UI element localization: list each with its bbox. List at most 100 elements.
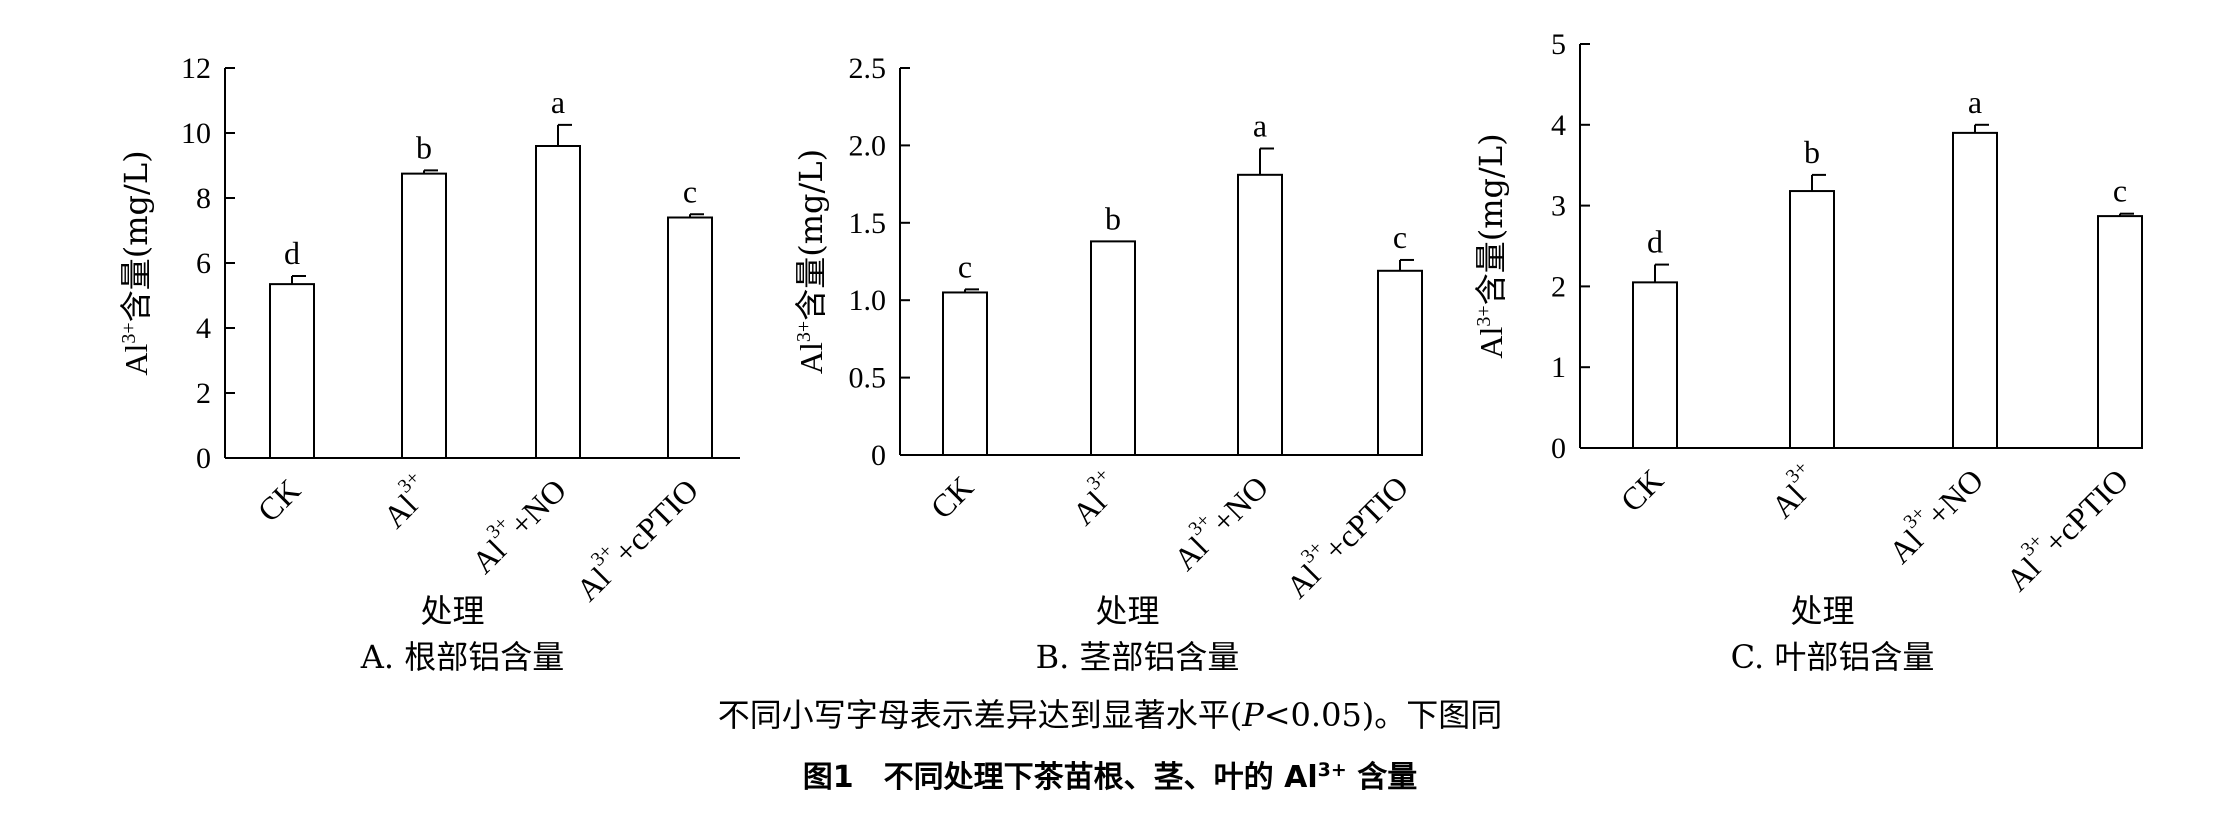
x-label-base: Al bbox=[465, 532, 513, 580]
y-tick-label: 4 bbox=[196, 312, 211, 345]
x-label-base: CK bbox=[1613, 462, 1670, 519]
significance-letter: c bbox=[958, 248, 972, 284]
caption-sup: 3+ bbox=[1317, 759, 1347, 781]
x-label-rest: +NO bbox=[502, 472, 573, 543]
figure-caption: 图1 不同处理下茶苗根、茎、叶的 Al3+ 含量 bbox=[0, 752, 2220, 796]
panel-title: A. 根部铝含量 bbox=[360, 638, 564, 676]
x-tick-label: Al3++cPTIO bbox=[1994, 457, 2136, 599]
x-axis-label: 处理 bbox=[1790, 592, 1854, 630]
y-tick-label: 3 bbox=[1551, 190, 1566, 223]
significance-letter: c bbox=[2113, 173, 2127, 209]
significance-letter: a bbox=[1968, 84, 1982, 120]
significance-letter: a bbox=[1253, 107, 1267, 143]
y-label-base: Al bbox=[118, 343, 154, 375]
y-tick-label: 10 bbox=[181, 117, 211, 150]
y-tick-label: 2 bbox=[1551, 270, 1566, 303]
bar bbox=[1237, 173, 1283, 456]
x-tick-label: Al3+ bbox=[1060, 464, 1129, 533]
bar bbox=[1952, 131, 1998, 449]
y-label-sup: 3+ bbox=[118, 322, 140, 343]
note-suffix: <0.05)。下图同 bbox=[1263, 696, 1503, 734]
x-axis-label: 处理 bbox=[1095, 592, 1159, 630]
y-tick-label: 6 bbox=[196, 247, 211, 280]
significance-letter: a bbox=[551, 84, 565, 120]
y-label-rest: 含量(mg/L) bbox=[1472, 133, 1510, 305]
y-axis-label: Al3+含量(mg/L) bbox=[792, 149, 830, 374]
x-label-base: Al bbox=[1279, 557, 1327, 605]
y-tick-label: 8 bbox=[196, 182, 211, 215]
significance-letter: d bbox=[1647, 224, 1663, 260]
x-label-base: Al bbox=[1999, 550, 2047, 598]
x-label-rest: +NO bbox=[1919, 462, 1990, 533]
x-axis-label: 处理 bbox=[420, 592, 484, 630]
x-tick-label: Al3++NO bbox=[1876, 457, 1990, 571]
significance-letter: c bbox=[1393, 219, 1407, 255]
significance-letter: b bbox=[416, 129, 432, 165]
y-tick-label: 5 bbox=[1551, 28, 1566, 61]
x-label-rest: +cPTIO bbox=[2037, 462, 2136, 561]
significance-note: 不同小写字母表示差异达到显著水平(P<0.05)。下图同 bbox=[0, 690, 2220, 736]
y-label-sup: 3+ bbox=[1473, 305, 1495, 326]
bar bbox=[2097, 215, 2143, 449]
y-label-sup: 3+ bbox=[793, 321, 815, 342]
bar bbox=[535, 145, 581, 459]
x-label-base: CK bbox=[923, 469, 980, 526]
y-tick-label: 0.5 bbox=[849, 362, 887, 395]
bar bbox=[269, 283, 315, 459]
x-label-base: Al bbox=[569, 560, 617, 608]
y-axis-label: Al3+含量(mg/L) bbox=[117, 150, 155, 375]
x-label-rest: +cPTIO bbox=[1317, 469, 1416, 568]
y-label-rest: 含量(mg/L) bbox=[792, 149, 830, 321]
significance-letter: b bbox=[1105, 200, 1121, 236]
y-tick-label: 1 bbox=[1551, 351, 1566, 384]
x-tick-label: Al3+ bbox=[371, 467, 440, 536]
x-tick-label: CK bbox=[923, 469, 980, 526]
x-label-base: Al bbox=[1167, 529, 1215, 577]
x-tick-label: Al3++NO bbox=[1161, 464, 1275, 578]
y-tick-label: 2.5 bbox=[849, 52, 887, 85]
x-label-base: Al bbox=[1065, 484, 1113, 532]
bar bbox=[667, 216, 713, 459]
bar bbox=[1632, 281, 1678, 449]
y-tick-label: 2 bbox=[196, 377, 211, 410]
note-prefix: 不同小写字母表示差异达到显著水平( bbox=[717, 696, 1243, 734]
x-tick-label: Al3++cPTIO bbox=[1274, 464, 1416, 606]
y-tick-label: 0 bbox=[1551, 432, 1566, 465]
caption-suffix: 含量 bbox=[1346, 760, 1418, 795]
caption-prefix: 图1 不同处理下茶苗根、茎、叶的 Al bbox=[802, 760, 1318, 795]
y-tick-label: 1.0 bbox=[849, 284, 887, 317]
x-tick-label: Al3+ bbox=[1759, 457, 1828, 526]
x-tick-label: Al3++NO bbox=[459, 467, 573, 581]
y-label-base: Al bbox=[1473, 326, 1509, 358]
y-label-rest: 含量(mg/L) bbox=[117, 150, 155, 322]
y-tick-label: 0 bbox=[871, 439, 886, 472]
x-label-rest: +NO bbox=[1204, 469, 1275, 540]
bar bbox=[1377, 269, 1423, 456]
y-tick-label: 0 bbox=[196, 442, 211, 475]
x-tick-label: CK bbox=[250, 472, 307, 529]
bar bbox=[401, 172, 447, 459]
x-label-base: Al bbox=[1882, 522, 1930, 570]
panel-title: B. 茎部铝含量 bbox=[1036, 638, 1240, 676]
significance-letter: b bbox=[1804, 134, 1820, 170]
x-label-base: Al bbox=[376, 487, 424, 535]
bar bbox=[1789, 190, 1835, 449]
y-tick-label: 12 bbox=[181, 52, 211, 85]
y-axis-label: Al3+含量(mg/L) bbox=[1472, 133, 1510, 358]
bar bbox=[1090, 240, 1136, 456]
y-tick-label: 4 bbox=[1551, 109, 1566, 142]
note-italic: P bbox=[1242, 696, 1264, 734]
y-label-base: Al bbox=[793, 342, 829, 374]
bar bbox=[942, 291, 988, 456]
panel-title: C. 叶部铝含量 bbox=[1731, 638, 1935, 676]
y-tick-label: 1.5 bbox=[849, 207, 887, 240]
x-label-rest: +cPTIO bbox=[607, 472, 706, 571]
significance-letter: c bbox=[683, 173, 697, 209]
x-tick-label: CK bbox=[1613, 462, 1670, 519]
significance-letter: d bbox=[284, 235, 300, 271]
x-label-base: CK bbox=[250, 472, 307, 529]
x-label-base: Al bbox=[1764, 477, 1812, 525]
